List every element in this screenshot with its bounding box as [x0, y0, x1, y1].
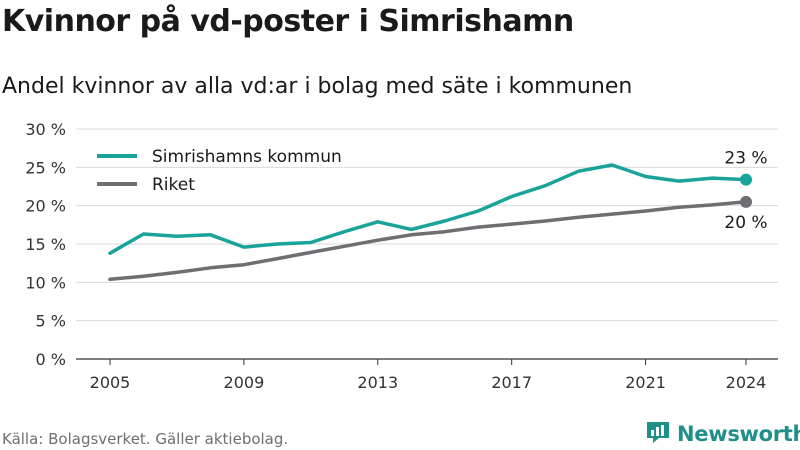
- x-tick-label: 2009: [224, 373, 265, 392]
- x-tick-label: 2017: [491, 373, 532, 392]
- y-tick-label: 25 %: [25, 158, 66, 177]
- line-chart: 0 % 5 % 10 % 15 % 20 % 25 % 30 % 2005 2009 2013 20…: [25, 120, 778, 392]
- y-tick-label: 10 %: [25, 273, 66, 292]
- y-tick-label: 20 %: [25, 197, 66, 216]
- legend-label: Simrishamns kommun: [152, 147, 342, 167]
- legend-label: Riket: [152, 175, 195, 195]
- chart-subtitle: Andel kvinnor av alla vd:ar i bolag med …: [2, 74, 633, 99]
- series-line-simrishamn: [108, 163, 748, 255]
- newsworthy-brand[interactable]: Newsworthy: [645, 420, 800, 448]
- series-line-riket: [108, 200, 748, 282]
- end-point-simrishamn: [740, 173, 752, 186]
- end-label-simrishamn: 23 %: [724, 149, 767, 169]
- newsworthy-logo-icon: [645, 420, 671, 448]
- x-tick-label: 2005: [90, 373, 131, 392]
- end-label-riket: 20 %: [724, 213, 767, 233]
- y-tick-label: 5 %: [36, 312, 66, 331]
- end-point-riket: [740, 195, 752, 208]
- x-tick-label: 2021: [625, 373, 666, 392]
- x-tick-label: 2013: [357, 373, 398, 392]
- brand-name: Newsworthy: [677, 422, 800, 446]
- chart-title: Kvinnor på vd-poster i Simrishamn: [2, 4, 574, 39]
- y-tick-label: 0 %: [36, 350, 66, 369]
- y-tick-label: 15 %: [25, 235, 66, 254]
- x-tick-label: 2024: [726, 373, 767, 392]
- y-tick-label: 30 %: [25, 120, 66, 139]
- source-note: Källa: Bolagsverket. Gäller aktiebolag.: [2, 430, 289, 448]
